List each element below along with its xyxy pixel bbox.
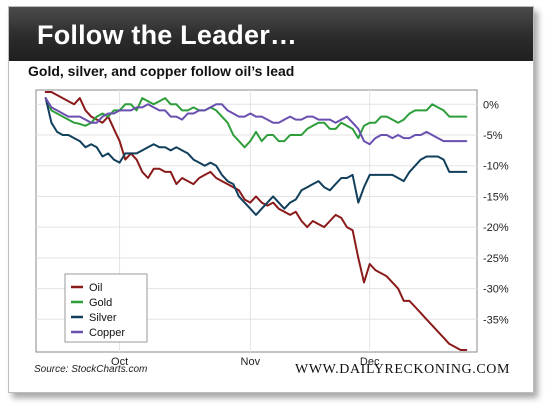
y-tick-label: -5% [483, 130, 503, 142]
chart-subtitle: Gold, silver, and copper follow oil’s le… [28, 63, 295, 79]
legend-label-silver: Silver [89, 312, 117, 324]
series-line-oil [44, 91, 468, 351]
series-line-gold [44, 97, 468, 149]
y-tick-label: -35% [483, 314, 509, 326]
legend-label-gold: Gold [89, 297, 112, 309]
source-note: Source: StockCharts.com [34, 364, 148, 375]
y-axis-ticks: 0% -5% -10% -15% -20% -25% -30% -35% [483, 99, 509, 326]
x-axis-ticks: Oct Nov Dec [111, 356, 380, 368]
y-tick-label: -10% [483, 161, 509, 173]
x-tick-label: Dec [360, 356, 380, 368]
header-bar: Follow the Leader… [9, 7, 533, 61]
page-title: Follow the Leader… [37, 20, 298, 50]
y-tick-label: -20% [483, 222, 509, 234]
x-tick-label: Nov [241, 356, 261, 368]
y-tick-label: -15% [483, 191, 509, 203]
series-line-silver [44, 97, 468, 216]
y-tick-label: 0% [483, 99, 499, 111]
series-line-copper [44, 97, 468, 146]
grid [36, 90, 477, 352]
brand-url: WWW.DAILYRECKONING.COM [295, 362, 511, 377]
y-tick-label: -25% [483, 253, 509, 265]
series-layer [44, 91, 468, 351]
legend-label-oil: Oil [89, 282, 102, 294]
legend-box [64, 273, 148, 343]
legend-label-copper: Copper [89, 327, 125, 339]
y-tick-label: -30% [483, 284, 509, 296]
legend: Oil Gold Silver Copper [64, 273, 148, 343]
x-tick-label: Oct [111, 356, 128, 368]
